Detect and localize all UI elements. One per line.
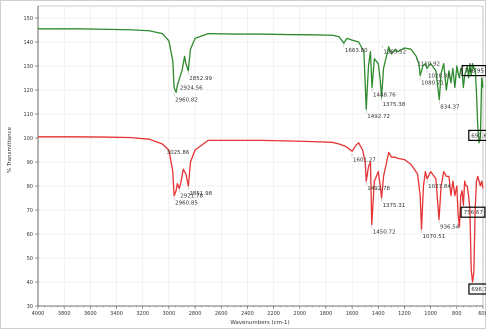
y-tick-label: 140 (23, 40, 33, 46)
peak-label: 2851.98 (189, 191, 212, 197)
peak-label: 834.37 (440, 105, 460, 111)
peak-label: 748.95 (465, 69, 485, 75)
x-tick-label: 3000 (163, 311, 176, 317)
y-tick-label: 150 (23, 16, 33, 22)
grid-lines (37, 6, 484, 307)
peak-label: 1492.78 (367, 186, 390, 192)
x-tick-label: 1800 (320, 311, 333, 317)
peak-label: 1448.76 (373, 93, 396, 99)
peak-label: 3025.86 (167, 150, 190, 156)
peak-label: 1450.72 (373, 229, 396, 235)
peak-label: 756.67 (464, 210, 484, 216)
peak-annotations: 1663.80 2852.99 2924.56 2960.82 1369.52 1448.… (165, 44, 486, 295)
peak-label: 697.63 (471, 133, 486, 139)
x-tick-label: 3800 (58, 311, 71, 317)
peak-label: 1663.80 (345, 48, 368, 54)
peak-label: 1028.35 (428, 73, 451, 79)
y-tick-labels: 150 140 130 120 110 100 90 80 70 60 50 40 30 (23, 16, 33, 310)
y-tick-label: 70 (27, 208, 33, 214)
peak-label: 2924.56 (180, 85, 203, 91)
y-tick-label: 130 (23, 64, 33, 70)
x-tick-label: 4000 (32, 311, 45, 317)
x-tick-label: 2200 (267, 311, 280, 317)
x-axis-title: Wavenumbers (cm-1) (230, 320, 289, 326)
x-tick-label: 2600 (215, 311, 228, 317)
peak-label: 1375.31 (383, 203, 406, 209)
x-tick-label: 1400 (372, 311, 385, 317)
x-tick-label: 3200 (136, 311, 149, 317)
green-spectrum-line (38, 28, 484, 144)
y-axis-title: % Transmittance (7, 126, 13, 173)
y-tick-label: 110 (23, 112, 33, 118)
peak-label: 1110.92 (417, 61, 440, 67)
peak-label: 1369.52 (383, 49, 406, 55)
y-tick-label: 100 (23, 136, 33, 142)
peak-highlight-box (468, 283, 486, 295)
peak-highlight-box (460, 206, 486, 218)
peak-label: 1027.84 (428, 184, 451, 190)
y-tick-label: 60 (27, 232, 33, 238)
peak-label: 1070.51 (422, 234, 445, 240)
peak-highlight-box (468, 129, 486, 141)
y-tick-label: 80 (27, 184, 33, 190)
plot-area (38, 6, 483, 306)
axes (35, 5, 484, 309)
y-tick-label: 30 (27, 304, 33, 310)
series-lines (38, 28, 484, 283)
x-tick-label: 1200 (398, 311, 411, 317)
peak-label: 1080.71 (421, 81, 444, 87)
peak-label: 2960.82 (175, 97, 198, 103)
y-tick-label: 40 (27, 280, 33, 286)
peak-label: 1601.27 (353, 157, 376, 163)
peak-label: 2921.78 (180, 193, 203, 199)
x-tick-labels: 4000 3800 3600 3400 3200 3000 2800 2600 2400 2200… (32, 311, 486, 317)
peak-label: 936.54 (440, 225, 460, 231)
peak-label: 1492.72 (367, 114, 390, 120)
red-spectrum-line (38, 136, 484, 283)
peak-label: 1375.38 (383, 102, 406, 108)
y-tick-label: 50 (27, 256, 33, 262)
x-tick-label: 800 (452, 311, 462, 317)
peak-label: 696.73 (471, 287, 486, 293)
x-tick-label: 2400 (241, 311, 254, 317)
y-tick-label: 90 (27, 160, 33, 166)
x-tick-label: 2800 (189, 311, 202, 317)
peak-label: 2960.85 (175, 201, 198, 207)
y-tick-label: 120 (23, 88, 33, 94)
x-tick-label: 3600 (84, 311, 97, 317)
x-tick-label: 1600 (346, 311, 359, 317)
x-tick-label: 3400 (110, 311, 123, 317)
x-tick-label: 600 (478, 311, 486, 317)
x-tick-label: 2000 (293, 311, 306, 317)
peak-label: 2852.99 (189, 76, 212, 82)
x-tick-label: 1000 (424, 311, 437, 317)
